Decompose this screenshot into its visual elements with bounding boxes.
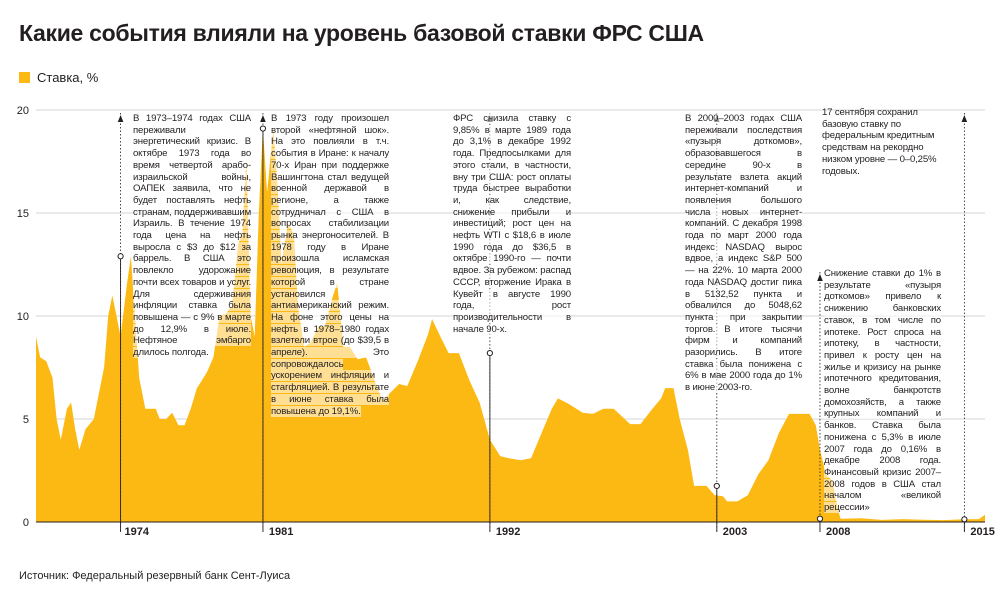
annotation-2003: В 2000–2003 годах США переживали последс… (685, 113, 802, 394)
legend-label: Ставка, % (37, 70, 99, 85)
x-tick-label: 1981 (269, 526, 293, 538)
x-tick-label: 2003 (723, 526, 747, 538)
event-arrow-icon (817, 274, 823, 281)
event-arrow-icon (117, 115, 124, 122)
chart-title: Какие события влияли на уровень базовой … (19, 20, 704, 46)
source-note: Источник: Федеральный резервный банк Сен… (19, 570, 291, 582)
legend-swatch (19, 72, 30, 83)
annotation-2015: 17 сентября сохранил базовую ставку по ф… (822, 107, 937, 177)
annotation-1974: В 1973–1974 годах США переживали энергет… (133, 113, 252, 359)
annotation-1981: В 1973 году произошел второй «нефтяной ш… (271, 113, 389, 417)
event-marker-point (117, 253, 124, 260)
x-tick-label: 1974 (125, 526, 150, 538)
x-tick-label: 1992 (496, 526, 520, 538)
y-tick-label: 5 (23, 414, 29, 426)
y-tick-label: 15 (17, 208, 29, 220)
y-tick-label: 0 (23, 517, 29, 529)
x-tick-label: 2015 (970, 526, 994, 538)
event-marker-point (259, 125, 267, 132)
annotation-2008: Снижение ставки до 1% в результате «пузы… (824, 268, 941, 514)
event-arrow-icon (260, 115, 266, 122)
event-marker-point (961, 516, 968, 523)
annotation-1992: ФРС снизила ставку с 9,85% в марте 1989 … (453, 113, 571, 335)
event-marker-point (713, 482, 720, 490)
y-tick-label: 20 (17, 105, 29, 117)
event-arrow-icon (961, 115, 968, 122)
event-marker-point (486, 349, 493, 357)
y-tick-label: 10 (17, 311, 29, 323)
x-tick-label: 2008 (826, 526, 850, 538)
event-marker-point (816, 515, 824, 522)
legend: Ставка, % (19, 70, 98, 85)
